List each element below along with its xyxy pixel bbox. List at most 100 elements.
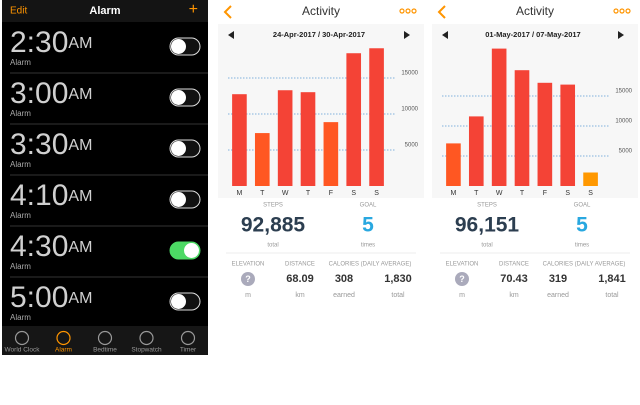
y-tick-label: 5000 bbox=[405, 143, 419, 149]
period: AM bbox=[68, 137, 92, 154]
alarm-label: Alarm bbox=[10, 262, 31, 271]
toggle-knob bbox=[171, 39, 186, 54]
time: 4:10 bbox=[10, 179, 68, 212]
y-tick-label: 15000 bbox=[615, 89, 632, 95]
tab-label[interactable]: Bedtime bbox=[93, 347, 117, 354]
alarm-time: 3:00AM bbox=[10, 77, 92, 110]
x-tick-label: M bbox=[451, 190, 457, 197]
menu-dot[interactable] bbox=[399, 8, 405, 14]
nav-title: Alarm bbox=[89, 5, 120, 17]
tab-icon[interactable] bbox=[180, 330, 196, 346]
bar bbox=[537, 82, 553, 186]
distance-unit: km bbox=[295, 292, 305, 299]
bar bbox=[560, 84, 576, 186]
edit-button[interactable]: Edit bbox=[10, 6, 27, 17]
tab-icon[interactable] bbox=[56, 330, 71, 346]
steps-unit: total bbox=[267, 243, 278, 249]
x-tick-label: S bbox=[565, 190, 570, 197]
bar bbox=[346, 53, 362, 187]
toggle-knob bbox=[171, 294, 186, 309]
calories-label: CALORIES (DAILY AVERAGE) bbox=[543, 262, 626, 268]
y-tick-label: 15000 bbox=[401, 71, 418, 77]
prev-icon[interactable] bbox=[442, 31, 448, 39]
header bbox=[218, 0, 424, 24]
x-tick-label: S bbox=[588, 190, 593, 197]
x-tick-label: S bbox=[374, 190, 379, 197]
next-icon[interactable] bbox=[404, 31, 410, 39]
calories-earned: 319 bbox=[549, 273, 567, 285]
elevation-badge bbox=[455, 272, 469, 286]
bar bbox=[254, 133, 270, 186]
tab-icon[interactable] bbox=[139, 330, 154, 346]
x-tick-label: T bbox=[260, 190, 265, 197]
menu-dot[interactable] bbox=[619, 8, 625, 14]
toggle-knob bbox=[171, 141, 186, 156]
menu-dot[interactable] bbox=[613, 8, 619, 14]
calories-earned-unit: earned bbox=[333, 292, 355, 299]
bar bbox=[232, 94, 247, 186]
title: Activity bbox=[516, 4, 554, 18]
goal-label: GOAL bbox=[360, 203, 377, 209]
toggle-knob bbox=[184, 243, 199, 258]
steps-label: STEPS bbox=[263, 203, 283, 209]
distance-value: 70.43 bbox=[500, 273, 528, 285]
tab-icon[interactable] bbox=[97, 330, 113, 346]
bar bbox=[446, 143, 461, 186]
calories-total: 1,841 bbox=[598, 273, 626, 285]
distance-label: DISTANCE bbox=[285, 262, 315, 268]
goal-value: 5 bbox=[362, 214, 374, 237]
tab-label[interactable]: World Clock bbox=[5, 347, 41, 354]
tab-icon[interactable] bbox=[14, 330, 30, 346]
menu-dot[interactable] bbox=[411, 8, 417, 14]
alarm-label: Alarm bbox=[10, 58, 31, 67]
bar bbox=[323, 122, 339, 186]
steps-value: 92,885 bbox=[241, 214, 306, 237]
toggle-knob bbox=[171, 90, 186, 105]
bar bbox=[491, 48, 507, 186]
alarm-time: 4:10AM bbox=[10, 179, 92, 212]
x-tick-label: M bbox=[237, 190, 243, 197]
time: 3:00 bbox=[10, 77, 68, 110]
distance-value: 68.09 bbox=[286, 273, 314, 285]
header bbox=[432, 0, 638, 24]
alarm-label: Alarm bbox=[10, 160, 31, 169]
date-range: 24-Apr-2017 / 30-Apr-2017 bbox=[273, 30, 365, 39]
distance-unit: km bbox=[509, 292, 519, 299]
bar bbox=[468, 116, 484, 186]
goal-unit: times bbox=[361, 243, 375, 249]
prev-icon[interactable] bbox=[228, 31, 234, 39]
goal-label: GOAL bbox=[574, 203, 591, 209]
menu-dot[interactable] bbox=[405, 8, 411, 14]
period: AM bbox=[68, 86, 92, 103]
goal-unit: times bbox=[575, 243, 589, 249]
period: AM bbox=[68, 35, 92, 52]
tab-label[interactable]: Stopwatch bbox=[131, 347, 162, 354]
bar bbox=[369, 48, 384, 186]
back-icon[interactable] bbox=[223, 5, 232, 19]
x-tick-label: F bbox=[329, 190, 333, 197]
y-tick-label: 5000 bbox=[619, 149, 633, 155]
x-tick-label: S bbox=[351, 190, 356, 197]
tab-label[interactable]: Timer bbox=[180, 347, 197, 354]
calories-total-unit: total bbox=[605, 292, 619, 299]
tab-label[interactable]: Alarm bbox=[55, 347, 72, 354]
elevation-label: ELEVATION bbox=[446, 262, 479, 268]
add-button[interactable]: + bbox=[189, 1, 198, 18]
alarm-time: 5:00AM bbox=[10, 281, 92, 314]
y-tick-label: 10000 bbox=[615, 119, 632, 125]
time: 2:30 bbox=[10, 26, 68, 59]
calories-earned: 308 bbox=[335, 273, 353, 285]
alarm-label: Alarm bbox=[10, 313, 31, 322]
next-icon[interactable] bbox=[618, 31, 624, 39]
toggle-knob bbox=[171, 192, 186, 207]
nav-bar bbox=[2, 0, 208, 22]
menu-dot[interactable] bbox=[625, 8, 631, 14]
alarm-time: 2:30AM bbox=[10, 26, 92, 59]
calories-total: 1,830 bbox=[384, 273, 412, 285]
x-tick-label: T bbox=[474, 190, 479, 197]
bar bbox=[300, 92, 316, 186]
bar bbox=[277, 90, 293, 186]
back-icon[interactable] bbox=[437, 5, 446, 19]
title: Activity bbox=[302, 4, 340, 18]
